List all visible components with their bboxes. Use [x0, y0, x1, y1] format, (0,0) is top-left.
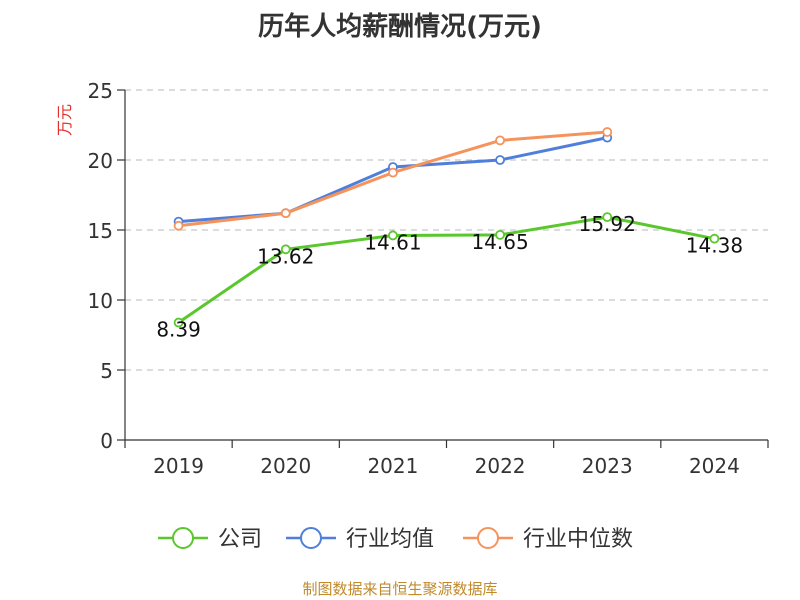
y-axis-title: 万元: [55, 104, 74, 136]
legend: 公司 行业均值 行业中位数: [158, 527, 633, 552]
legend-label: 行业均值: [346, 527, 434, 552]
data-label: 8.39: [156, 318, 201, 342]
data-point: [495, 229, 505, 240]
y-tick-label: 5: [100, 359, 113, 383]
y-tick-label: 15: [88, 219, 113, 243]
data-label: 14.38: [686, 234, 743, 258]
grid-lines: [125, 89, 768, 371]
series-line: [178, 136, 608, 224]
x-tick-label: 2024: [689, 454, 740, 478]
legend-marker-icon: [300, 527, 322, 549]
data-point: [602, 127, 613, 137]
data-label: 15.92: [579, 212, 636, 236]
x-tick-label: 2019: [153, 454, 204, 478]
x-tick-label: 2021: [367, 454, 418, 478]
data-label: 13.62: [257, 244, 314, 268]
x-tick-label: 2023: [582, 454, 633, 478]
y-tick-label: 25: [88, 79, 113, 103]
data-point: [280, 208, 291, 219]
x-tick-label: 2020: [260, 454, 311, 478]
data-point: [280, 244, 291, 255]
y-tick-label: 10: [88, 289, 113, 313]
x-tick-label: 2022: [475, 454, 526, 478]
series-line: [178, 130, 608, 228]
legend-item[interactable]: 行业均值: [286, 527, 434, 552]
data-point: [495, 135, 505, 146]
data-point: [709, 233, 720, 244]
source-note: 制图数据来自恒生聚源数据库: [302, 580, 498, 598]
legend-label: 行业中位数: [523, 527, 633, 552]
data-point: [388, 167, 398, 178]
data-label: 14.65: [471, 230, 528, 254]
legend-marker-icon: [172, 527, 194, 549]
data-point: [173, 317, 184, 328]
data-point: [495, 155, 505, 165]
data-point: [602, 212, 613, 223]
data-point: [388, 230, 398, 241]
data-point: [173, 220, 184, 231]
series: [173, 127, 720, 328]
legend-item[interactable]: 公司: [158, 527, 262, 552]
data-labels: 8.39 13.62 14.61 14.65 15.92 14.38: [156, 212, 743, 341]
y-tick-label: 20: [88, 149, 113, 173]
y-tick-label: 0: [100, 429, 113, 453]
axes: 0 5 10 15 20 25 2019 2020 2021 2022 2023 2024 万元: [55, 79, 769, 478]
legend-marker-icon: [477, 527, 499, 549]
data-label: 14.61: [364, 230, 421, 254]
legend-item[interactable]: 行业中位数: [463, 527, 633, 552]
chart-title: 历年人均薪酬情况(万元): [258, 12, 542, 42]
legend-label: 公司: [218, 527, 262, 552]
series-line: [177, 215, 715, 324]
